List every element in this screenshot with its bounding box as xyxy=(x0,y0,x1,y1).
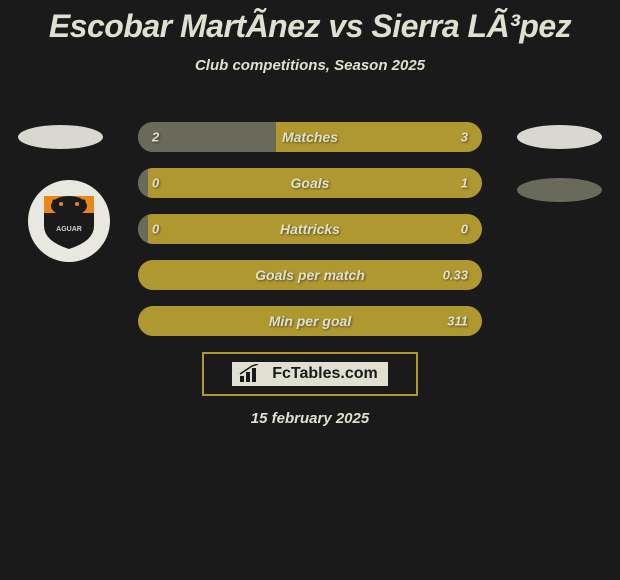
flag-left xyxy=(18,125,103,149)
stat-label: Goals xyxy=(138,175,482,191)
stats-container: 2 Matches 3 0 Goals 1 0 Hattricks 0 Goal… xyxy=(138,122,482,352)
stat-label: Min per goal xyxy=(138,313,482,329)
club-logo-left: AGUAR xyxy=(28,180,110,262)
flag-right-bottom xyxy=(517,178,602,202)
flag-right-top xyxy=(517,125,602,149)
stat-label: Goals per match xyxy=(138,267,482,283)
date-text: 15 february 2025 xyxy=(0,410,620,427)
stat-label: Matches xyxy=(138,129,482,145)
stat-value-right: 0 xyxy=(461,222,468,237)
stat-bar-matches: 2 Matches 3 xyxy=(138,122,482,152)
stat-label: Hattricks xyxy=(138,221,482,237)
stat-bar-goals-per-match: Goals per match 0.33 xyxy=(138,260,482,290)
comparison-title: Escobar MartÃ­nez vs Sierra LÃ³pez xyxy=(0,0,620,45)
stat-bar-min-per-goal: Min per goal 311 xyxy=(138,306,482,336)
attribution-logo: FcTables.com xyxy=(232,362,388,386)
comparison-subtitle: Club competitions, Season 2025 xyxy=(0,57,620,74)
stat-value-right: 0.33 xyxy=(443,268,468,283)
bar-chart-icon xyxy=(238,364,264,384)
jaguar-shield-icon: AGUAR xyxy=(39,191,99,251)
attribution-text: FcTables.com xyxy=(268,365,382,383)
stat-value-right: 1 xyxy=(461,176,468,191)
attribution-box: FcTables.com xyxy=(202,352,418,396)
stat-value-right: 3 xyxy=(461,130,468,145)
stat-bar-goals: 0 Goals 1 xyxy=(138,168,482,198)
svg-text:AGUAR: AGUAR xyxy=(56,226,82,233)
stat-value-right: 311 xyxy=(447,314,468,329)
stat-bar-hattricks: 0 Hattricks 0 xyxy=(138,214,482,244)
